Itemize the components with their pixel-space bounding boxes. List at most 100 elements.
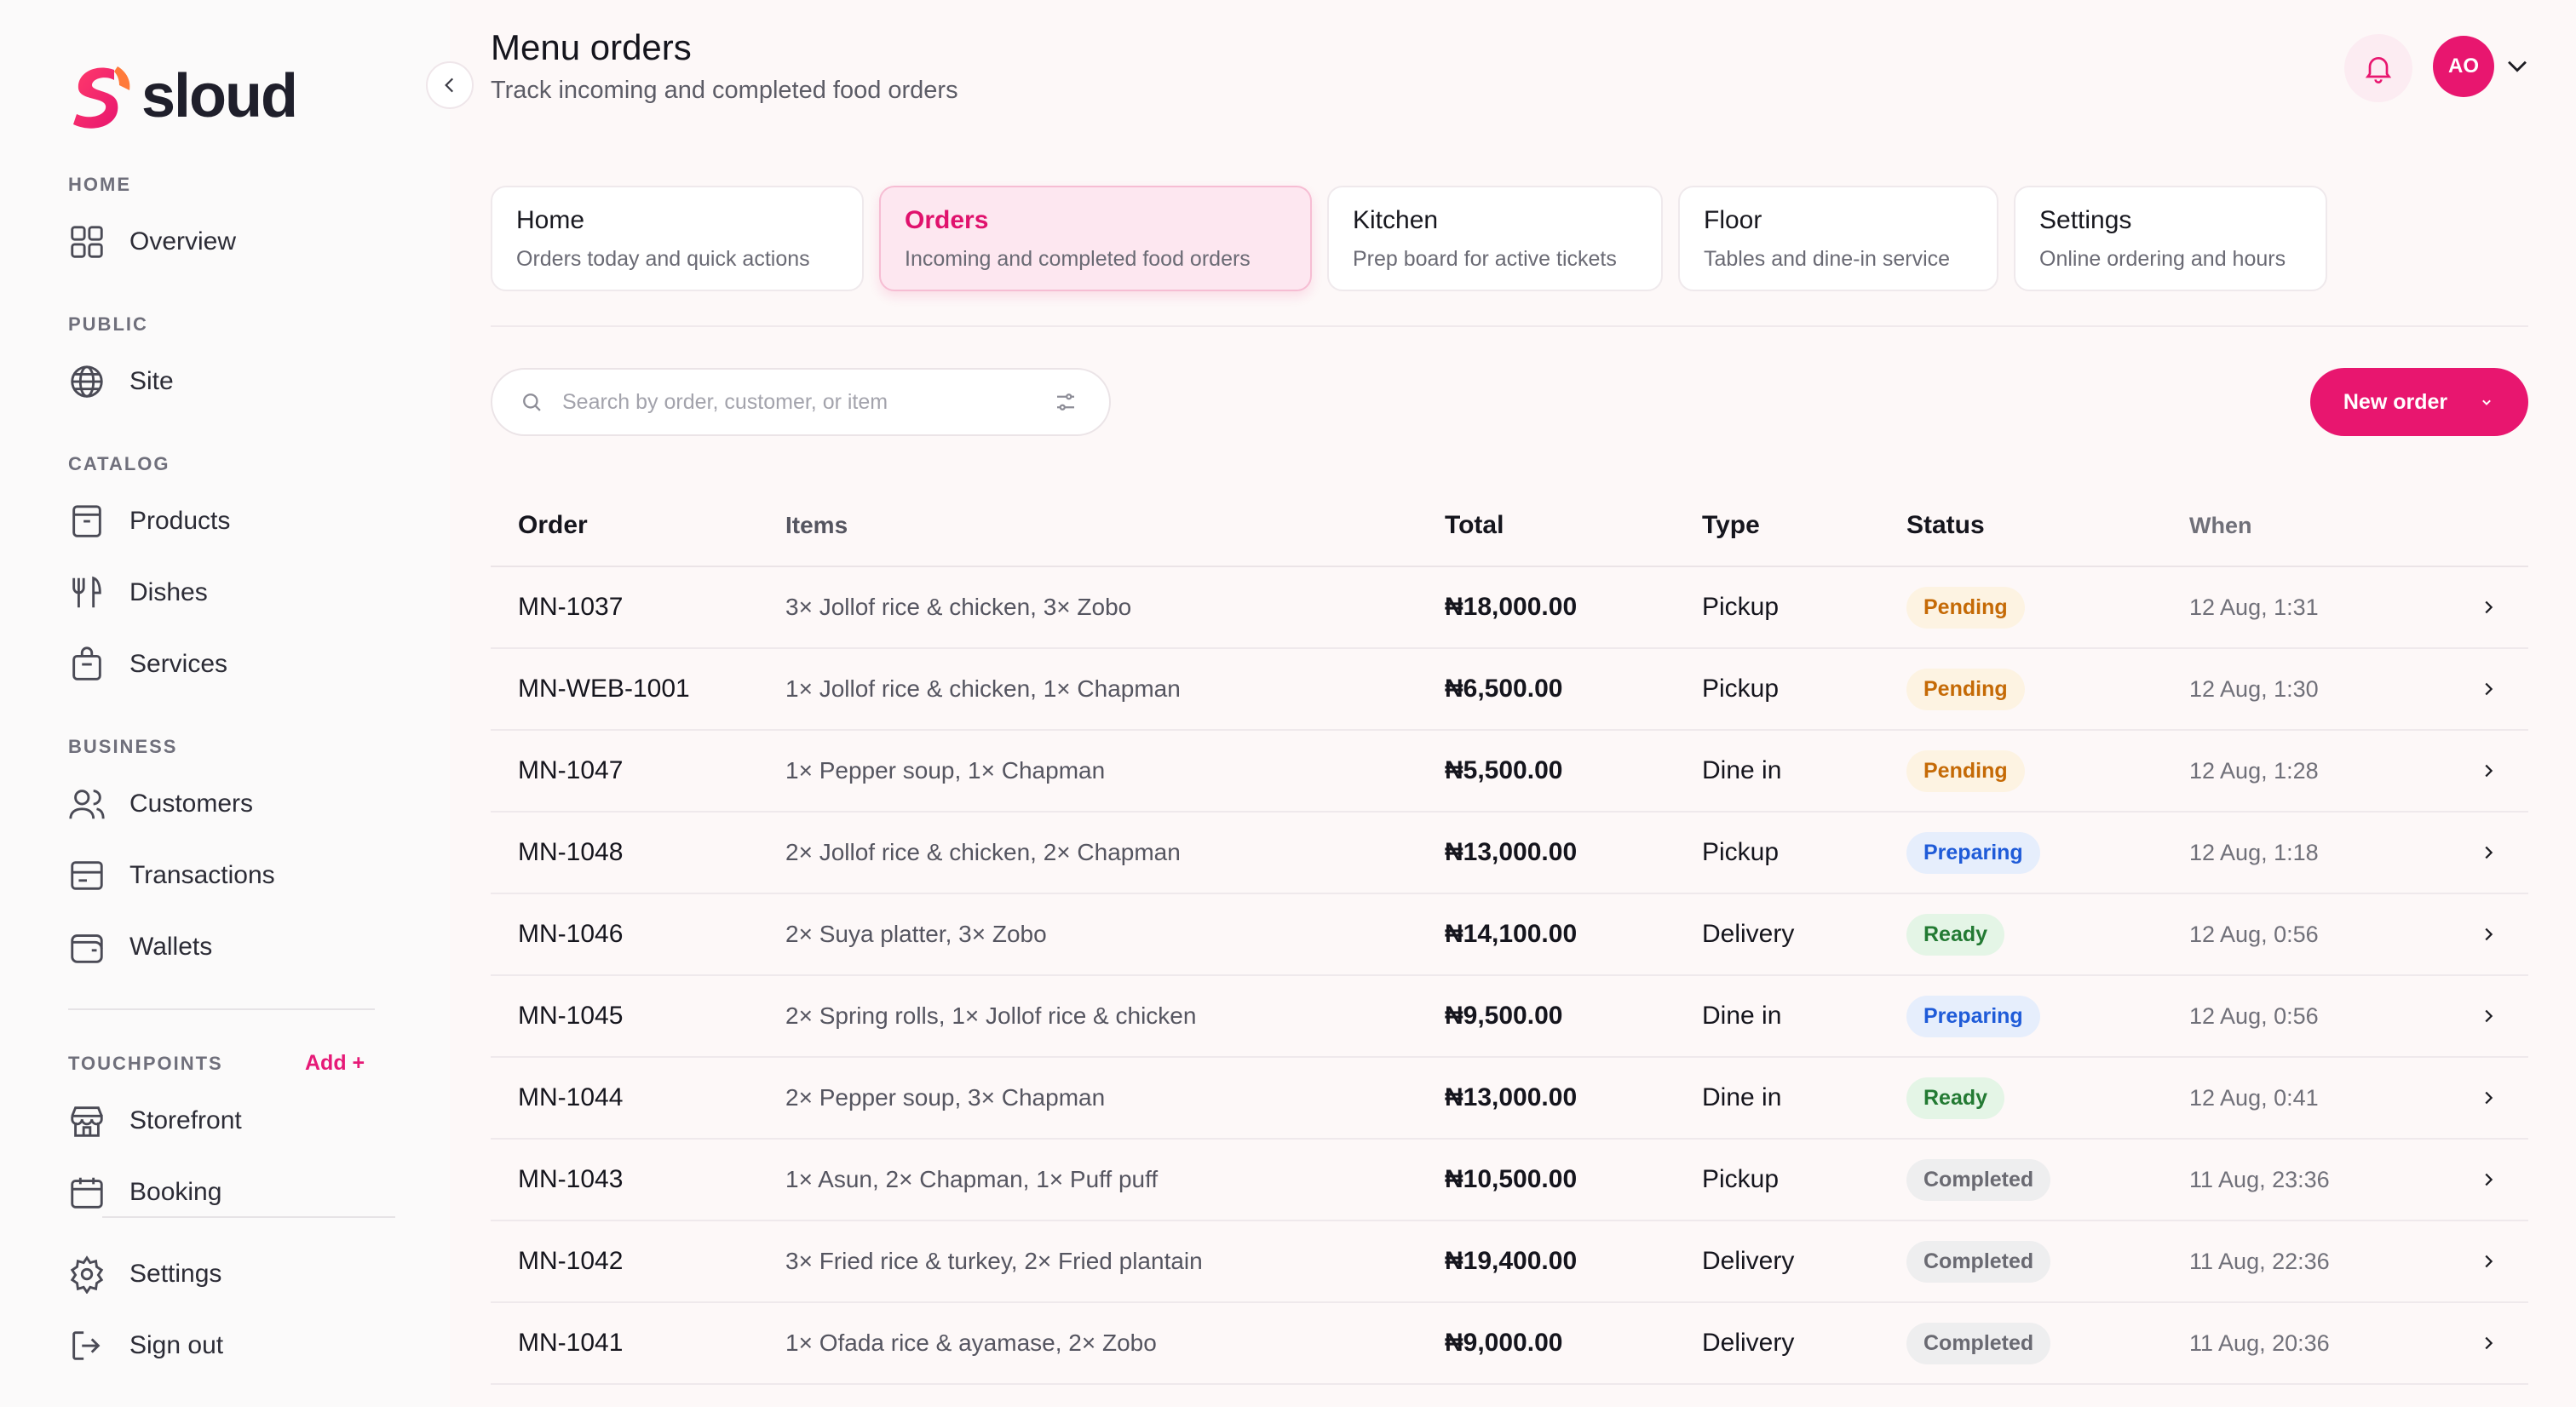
order-total: ₦10,500.00 xyxy=(1445,1165,1578,1193)
sidebar-item-transactions[interactable]: Transactions xyxy=(66,855,275,896)
brand-name: sloud xyxy=(141,62,298,130)
chevron-right-icon xyxy=(2485,1091,2493,1105)
table-row[interactable]: MN-1043 1× Asun, 2× Chapman, 1× Puff puff… xyxy=(491,1140,2528,1221)
order-time: 11 Aug, 20:36 xyxy=(2189,1329,2330,1356)
order-total: ₦13,000.00 xyxy=(1445,838,1578,866)
order-items: 1× Ofada rice & ayamase, 2× Zobo xyxy=(785,1329,1157,1356)
tab-home[interactable]: Home Orders today and quick actions xyxy=(491,186,864,291)
order-total: ₦14,100.00 xyxy=(1445,920,1578,948)
avatar[interactable]: AO xyxy=(2433,36,2494,97)
order-id: MN-1044 xyxy=(518,1083,624,1111)
order-type: Pickup xyxy=(1702,593,1780,621)
page-subtitle: Track incoming and completed food orders xyxy=(491,77,958,104)
new-order-button[interactable]: New order xyxy=(2310,368,2528,436)
status-cell: Preparing xyxy=(1906,831,2189,874)
order-items: 1× Pepper soup, 1× Chapman xyxy=(785,757,1106,784)
tab-floor[interactable]: Floor Tables and dine-in service xyxy=(1678,186,1998,291)
table-row[interactable]: MN-1048 2× Jollof rice & chicken, 2× Chap… xyxy=(491,813,2528,894)
order-items: 2× Pepper soup, 3× Chapman xyxy=(785,1084,1106,1111)
sidebar-item-label: Settings xyxy=(129,1260,222,1288)
column-header-status[interactable]: Status xyxy=(1906,511,1985,539)
tab-title: Settings xyxy=(2039,206,2132,234)
store-icon xyxy=(66,1100,107,1141)
add-touchpoint-button[interactable]: Add + xyxy=(305,1051,365,1075)
row-open-button[interactable] xyxy=(2448,1170,2528,1189)
column-header-order[interactable]: Order xyxy=(518,511,588,539)
row-open-button[interactable] xyxy=(2448,1334,2528,1352)
sidebar-item-site[interactable]: Site xyxy=(66,361,174,402)
row-open-button[interactable] xyxy=(2448,925,2528,944)
table-row[interactable]: MN-1042 3× Fried rice & turkey, 2× Fried … xyxy=(491,1221,2528,1303)
table-row[interactable]: MN-1041 1× Ofada rice & ayamase, 2× Zobo ₦… xyxy=(491,1303,2528,1385)
sidebar-item-label: Products xyxy=(129,507,231,535)
row-open-button[interactable] xyxy=(2448,1007,2528,1025)
column-header-total[interactable]: Total xyxy=(1445,511,1504,539)
status-cell: Ready xyxy=(1906,913,2189,956)
gear-icon xyxy=(66,1254,107,1295)
sign-out-icon xyxy=(66,1325,107,1366)
tab-settings[interactable]: Settings Online ordering and hours xyxy=(2014,186,2327,291)
bag-icon xyxy=(66,644,107,685)
order-time: 12 Aug, 0:56 xyxy=(2189,921,2319,947)
sidebar-item-services[interactable]: Services xyxy=(66,644,227,685)
sidebar-item-wallets[interactable]: Wallets xyxy=(66,927,212,968)
sidebar-item-sign-out[interactable]: Sign out xyxy=(66,1325,223,1366)
sidebar-item-settings[interactable]: Settings xyxy=(66,1254,221,1295)
column-header-type[interactable]: Type xyxy=(1702,511,1760,539)
globe-icon xyxy=(66,361,107,402)
table-row[interactable]: MN-1037 3× Jollof rice & chicken, 3× Zobo… xyxy=(491,567,2528,649)
sidebar-item-customers[interactable]: Customers xyxy=(66,784,253,824)
status-cell: Pending xyxy=(1906,749,2189,792)
sidebar-item-dishes[interactable]: Dishes xyxy=(66,572,208,613)
sidebar-item-booking[interactable]: Booking xyxy=(66,1172,221,1213)
table-row[interactable]: MN-1045 2× Spring rolls, 1× Jollof rice &… xyxy=(491,976,2528,1058)
search-input[interactable] xyxy=(562,389,1053,415)
brand-logo[interactable]: sloud xyxy=(66,61,298,131)
row-open-button[interactable] xyxy=(2448,1088,2528,1107)
chevron-right-icon xyxy=(2485,1255,2493,1268)
order-type: Dine in xyxy=(1702,1083,1782,1111)
section-label-touchpoints: TOUCHPOINTS xyxy=(68,1053,223,1074)
sidebar-item-storefront[interactable]: Storefront xyxy=(66,1100,242,1141)
status-cell: Completed xyxy=(1906,1240,2189,1283)
order-items: 1× Jollof rice & chicken, 1× Chapman xyxy=(785,675,1181,702)
status-badge: Preparing xyxy=(1906,995,2040,1037)
row-open-button[interactable] xyxy=(2448,598,2528,617)
table-row[interactable]: MN-1044 2× Pepper soup, 3× Chapman ₦13,000… xyxy=(491,1058,2528,1140)
status-badge: Completed xyxy=(1906,1240,2051,1283)
tab-orders[interactable]: Orders Incoming and completed food order… xyxy=(879,186,1312,291)
tab-title: Kitchen xyxy=(1353,206,1439,234)
row-open-button[interactable] xyxy=(2448,761,2528,780)
chevron-right-icon xyxy=(2485,764,2493,778)
chevron-down-icon[interactable] xyxy=(2503,51,2532,80)
table-row[interactable]: MN-1047 1× Pepper soup, 1× Chapman ₦5,500.… xyxy=(491,731,2528,813)
chevron-right-icon xyxy=(2485,682,2493,696)
column-header-items[interactable]: Items xyxy=(785,512,848,538)
tab-kitchen[interactable]: Kitchen Prep board for active tickets xyxy=(1327,186,1663,291)
sidebar-item-label: Customers xyxy=(129,790,254,818)
status-cell: Pending xyxy=(1906,586,2189,629)
table-row[interactable]: MN-WEB-1001 1× Jollof rice & chicken, 1× … xyxy=(491,649,2528,731)
notifications-button[interactable] xyxy=(2344,34,2412,102)
sidebar-item-products[interactable]: Products xyxy=(66,501,230,542)
status-cell: Completed xyxy=(1906,1158,2189,1201)
collapse-sidebar-button[interactable] xyxy=(426,61,474,109)
tab-description: Prep board for active tickets xyxy=(1353,247,1617,271)
row-open-button[interactable] xyxy=(2448,1252,2528,1271)
row-open-button[interactable] xyxy=(2448,843,2528,862)
chevron-right-icon xyxy=(2485,846,2493,859)
order-items: 2× Jollof rice & chicken, 2× Chapman xyxy=(785,839,1181,865)
wallet-icon xyxy=(66,927,107,968)
sidebar-item-overview[interactable]: Overview xyxy=(66,221,236,262)
order-items: 3× Jollof rice & chicken, 3× Zobo xyxy=(785,594,1132,620)
box-icon xyxy=(66,501,107,542)
order-type: Pickup xyxy=(1702,838,1780,866)
filter-icon[interactable] xyxy=(1053,388,1082,416)
chevron-right-icon xyxy=(2485,927,2493,941)
chevron-right-icon xyxy=(2485,600,2493,614)
table-row[interactable]: MN-1046 2× Suya platter, 3× Zobo ₦14,100.0… xyxy=(491,894,2528,976)
row-open-button[interactable] xyxy=(2448,680,2528,698)
column-header-when[interactable]: When xyxy=(2189,512,2252,538)
order-time: 12 Aug, 1:30 xyxy=(2189,675,2319,702)
order-id: MN-1042 xyxy=(518,1247,624,1275)
